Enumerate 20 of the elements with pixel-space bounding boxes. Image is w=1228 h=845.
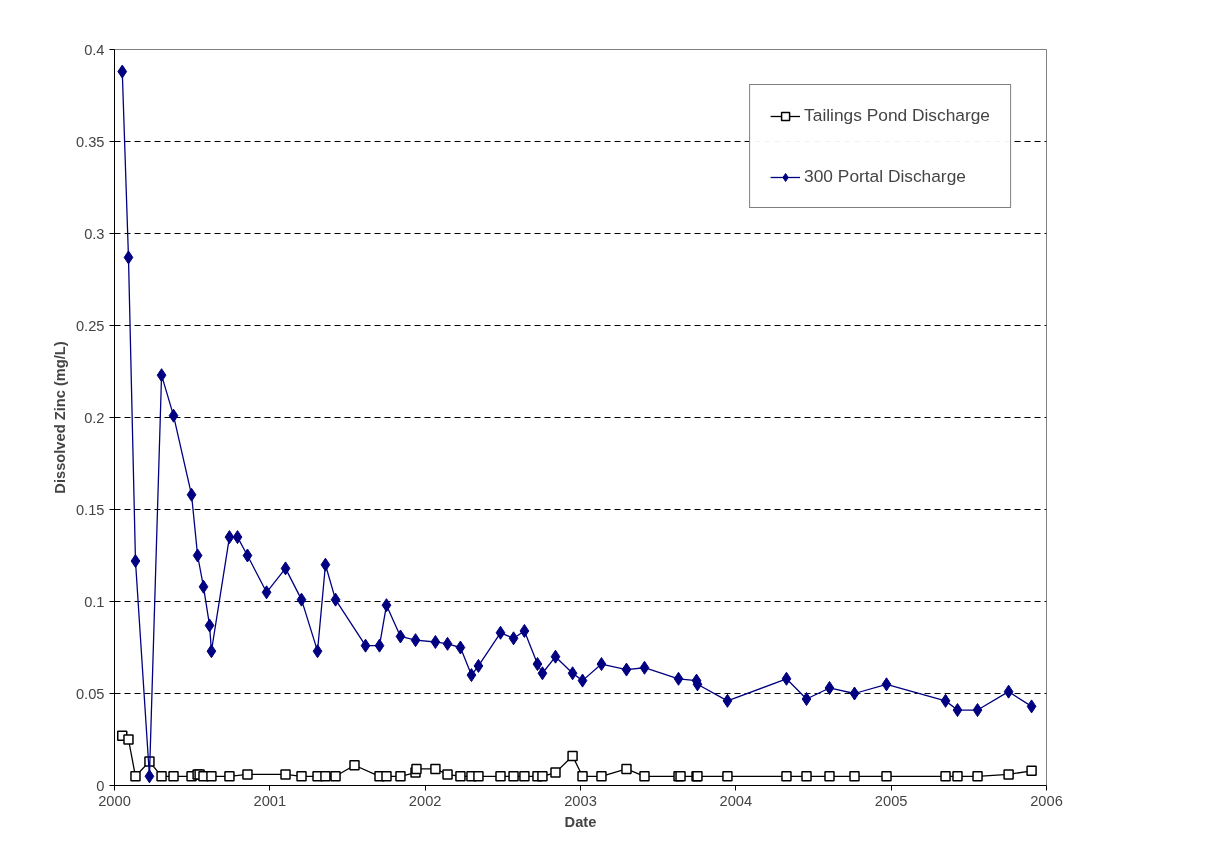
x-tick-label: 2000 bbox=[98, 792, 131, 809]
y-tick-label: 0.1 bbox=[84, 593, 105, 610]
x-tick-label: 2004 bbox=[719, 792, 753, 809]
y-axis-title: Dissolved Zinc (mg/L) bbox=[51, 341, 68, 494]
x-tick-label: 2001 bbox=[253, 792, 287, 809]
y-tick-label: 0 bbox=[96, 777, 105, 794]
x-tick-label: 2002 bbox=[408, 792, 442, 809]
y-tick-label: 0.3 bbox=[84, 225, 105, 242]
x-tick-label: 2003 bbox=[564, 792, 597, 809]
y-tick-label: 0.05 bbox=[75, 685, 105, 702]
legend-label: 300 Portal Discharge bbox=[804, 166, 966, 187]
y-tick-label: 0.4 bbox=[84, 41, 105, 58]
y-tick-label: 0.35 bbox=[75, 133, 105, 150]
y-tick-label: 0.25 bbox=[75, 317, 105, 334]
x-tick-label: 2006 bbox=[1030, 792, 1063, 809]
x-tick-label: 2005 bbox=[874, 792, 908, 809]
y-tick-label: 0.2 bbox=[84, 409, 105, 426]
y-tick-label: 0.15 bbox=[75, 501, 105, 518]
legend-label: Tailings Pond Discharge bbox=[804, 105, 990, 126]
x-axis-title: Date bbox=[564, 813, 597, 830]
